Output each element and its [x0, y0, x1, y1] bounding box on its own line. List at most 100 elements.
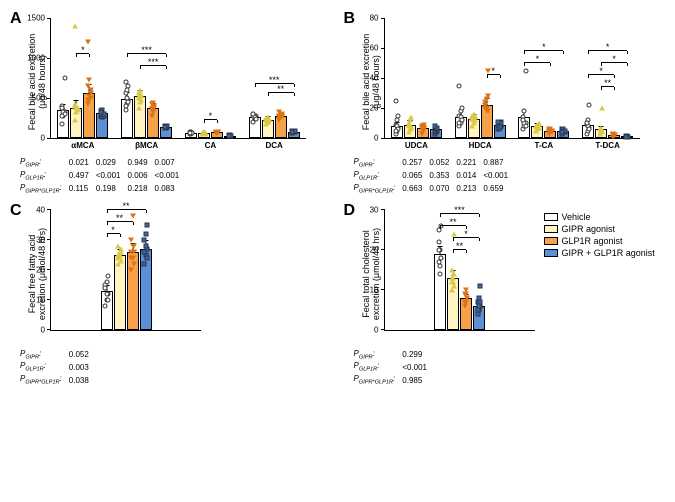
data-point: [451, 231, 457, 236]
data-point: [560, 130, 565, 135]
significance-star: **: [456, 243, 463, 249]
data-point: [85, 40, 91, 45]
data-point: [623, 134, 628, 139]
data-point: [290, 129, 295, 134]
data-point: [60, 113, 65, 118]
data-point: [143, 243, 148, 248]
data-point: [128, 237, 134, 242]
panel-D: D Fecal total cholesterolexcretion (μmol/…: [344, 202, 666, 388]
data-point: [587, 127, 592, 132]
data-point: [263, 116, 269, 121]
panel-label: D: [344, 202, 356, 220]
ytick-label: 20: [370, 245, 385, 254]
p-value-table: PGIPR:0.299PGLP1R:<0.001PGIPR*GLP1R:0.98…: [354, 349, 666, 388]
data-point: [457, 121, 462, 126]
data-point: [393, 98, 398, 103]
y-axis-label: Fecal total cholesterolexcretion (μmol/4…: [361, 219, 381, 329]
data-point: [394, 118, 399, 123]
significance-star: **: [122, 203, 129, 209]
data-point: [137, 88, 143, 93]
data-point: [103, 303, 108, 308]
data-point: [533, 124, 539, 129]
data-point: [584, 121, 589, 126]
data-point: [136, 105, 142, 110]
data-point: [482, 103, 488, 108]
data-point: [408, 125, 414, 130]
data-point: [419, 124, 425, 129]
ytick-label: 20: [36, 265, 51, 274]
data-point: [597, 127, 603, 132]
ytick-label: 10: [36, 295, 51, 304]
significance-star: *: [599, 68, 603, 74]
significance-star: *: [612, 56, 616, 62]
legend-swatch: [544, 213, 558, 221]
data-point: [128, 267, 134, 272]
significance-star: ***: [454, 207, 465, 213]
data-point: [523, 68, 528, 73]
data-point: [162, 124, 167, 129]
xtick-label: DCA: [265, 138, 282, 150]
ytick-label: 0: [41, 134, 51, 143]
panel-C: CFecal free fatty acidexcretion (μmol/48…: [10, 202, 332, 388]
significance-star: *: [111, 227, 115, 233]
xtick-label: UDCA: [405, 138, 428, 150]
data-point: [457, 83, 462, 88]
ytick-label: 1000: [27, 54, 51, 63]
panel-label: C: [10, 202, 22, 220]
data-point: [436, 239, 441, 244]
legend-swatch: [544, 225, 558, 233]
plot-area: 020406080UDCA*HDCA**T-CA*****T-DCA: [384, 18, 640, 139]
data-point: [86, 78, 92, 83]
significance-star: *: [542, 44, 546, 50]
data-point: [478, 299, 483, 304]
ytick-label: 0: [41, 325, 51, 334]
data-point: [123, 80, 128, 85]
data-point: [200, 130, 206, 135]
ytick-label: 0: [374, 134, 384, 143]
data-point: [130, 213, 136, 218]
data-point: [253, 116, 258, 121]
data-point: [105, 273, 110, 278]
data-point: [396, 113, 401, 118]
data-point: [85, 102, 91, 107]
data-point: [521, 118, 526, 123]
ytick-label: 1500: [27, 14, 51, 23]
data-point: [438, 263, 443, 268]
data-point: [143, 231, 148, 236]
data-point: [393, 128, 398, 133]
data-point: [99, 110, 104, 115]
significance-star: *: [464, 231, 468, 237]
data-point: [72, 104, 78, 109]
plot-area: 010203040*****: [50, 210, 201, 331]
xtick-label: T-DCA: [595, 138, 619, 150]
significance-star: **: [604, 80, 611, 86]
y-axis-label: Fecal bile acid excretion(μg/48 hours): [27, 27, 47, 137]
significance-star: **: [116, 215, 123, 221]
ytick-label: 500: [32, 94, 51, 103]
ytick-label: 10: [370, 285, 385, 294]
data-point: [128, 255, 134, 260]
data-point: [142, 261, 147, 266]
ytick-label: 30: [370, 205, 385, 214]
data-point: [105, 297, 110, 302]
data-point: [104, 291, 109, 296]
data-point: [432, 124, 437, 129]
ytick-label: 60: [370, 44, 385, 53]
legend-label: GLP1R agonist: [562, 236, 623, 246]
data-point: [131, 261, 137, 266]
data-point: [408, 115, 414, 120]
significance-star: *: [209, 113, 213, 119]
data-point: [187, 130, 192, 135]
data-point: [130, 243, 136, 248]
data-point: [276, 115, 282, 120]
legend-label: GIPR agonist: [562, 224, 616, 234]
legend-label: GIPR + GLP1R agonist: [562, 248, 655, 258]
p-value-table: PGIPR:0.2570.0520.2210.887PGLP1R:0.0650.…: [354, 157, 666, 196]
plot-area: 0102030********: [384, 210, 535, 331]
data-point: [72, 118, 78, 123]
legend-item: Vehicle: [544, 212, 655, 222]
data-point: [60, 121, 65, 126]
data-point: [128, 249, 134, 254]
data-point: [469, 113, 475, 118]
data-point: [103, 285, 108, 290]
